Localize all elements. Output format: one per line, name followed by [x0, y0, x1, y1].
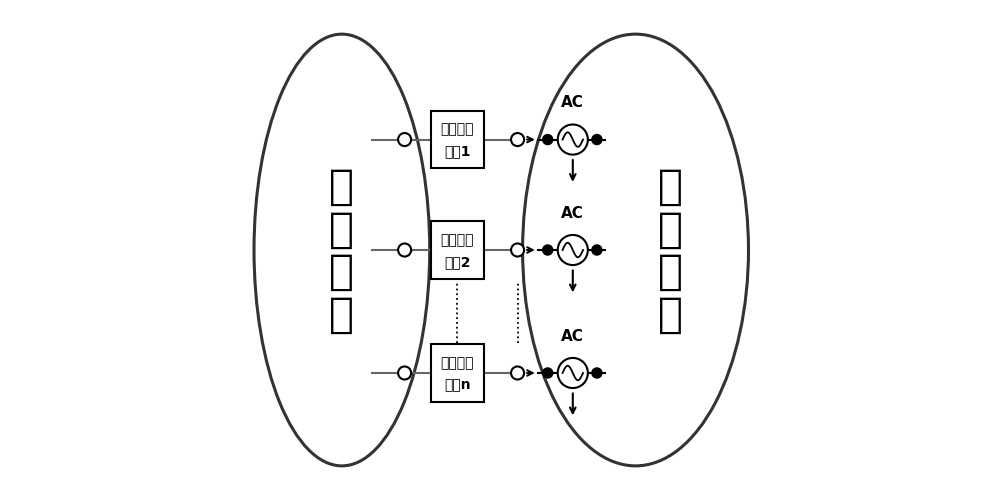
Text: 接口1: 接口1 [444, 144, 471, 158]
Circle shape [543, 135, 553, 145]
Text: AC: AC [561, 205, 584, 220]
FancyBboxPatch shape [431, 345, 484, 402]
Text: 接口2: 接口2 [444, 255, 471, 269]
Text: 混合仿真: 混合仿真 [441, 122, 474, 136]
Text: 电: 电 [329, 208, 354, 250]
Circle shape [398, 134, 411, 147]
Circle shape [398, 367, 411, 380]
Circle shape [511, 134, 524, 147]
Circle shape [511, 367, 524, 380]
Text: 子: 子 [329, 251, 354, 293]
Circle shape [543, 368, 553, 378]
Text: 混合仿真: 混合仿真 [441, 355, 474, 369]
Circle shape [543, 245, 553, 256]
Text: AC: AC [561, 328, 584, 343]
Text: 电: 电 [658, 166, 683, 207]
Ellipse shape [254, 35, 430, 466]
Circle shape [558, 125, 588, 155]
Text: 混合仿真: 混合仿真 [441, 232, 474, 246]
Text: 网: 网 [658, 294, 683, 335]
Circle shape [558, 235, 588, 266]
Circle shape [592, 135, 602, 145]
Text: 接口n: 接口n [444, 377, 471, 391]
Circle shape [592, 245, 602, 256]
Text: 网: 网 [329, 294, 354, 335]
Ellipse shape [523, 35, 748, 466]
Circle shape [511, 244, 524, 257]
Circle shape [558, 358, 588, 388]
Circle shape [592, 368, 602, 378]
Text: 机: 机 [329, 166, 354, 207]
FancyBboxPatch shape [431, 221, 484, 279]
Text: 子: 子 [658, 251, 683, 293]
FancyBboxPatch shape [431, 111, 484, 169]
Text: 磁: 磁 [658, 208, 683, 250]
Text: AC: AC [561, 95, 584, 110]
Circle shape [398, 244, 411, 257]
